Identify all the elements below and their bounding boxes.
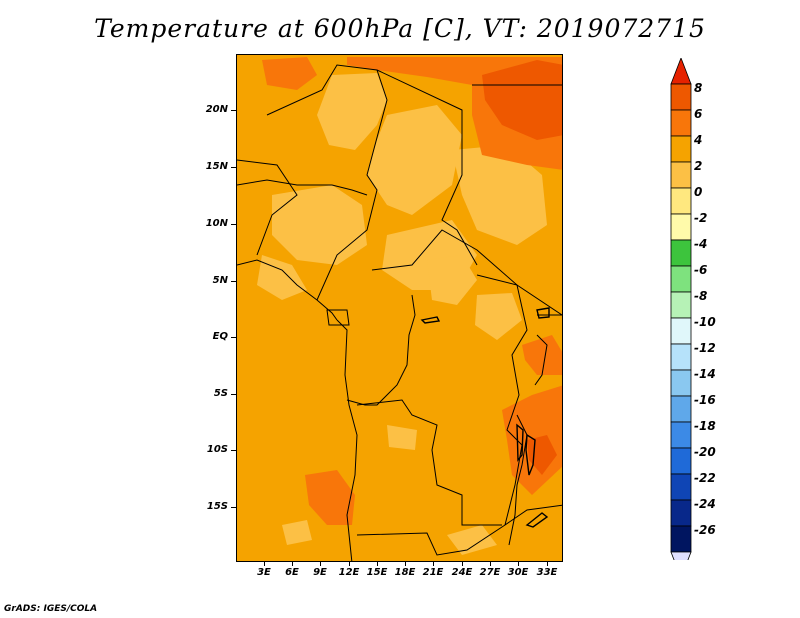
latitude-label: 5S	[213, 388, 228, 399]
colorbar-label: 0	[694, 185, 703, 199]
latitude-label: 15S	[206, 501, 228, 512]
longitude-tick	[405, 562, 406, 566]
colorbar-label: -20	[694, 445, 716, 459]
longitude-tick	[349, 562, 350, 566]
latitude-tick	[231, 337, 236, 338]
colorbar-label: -10	[694, 315, 716, 329]
colorbar-top-arrow	[670, 58, 692, 85]
colorbar-segment	[670, 213, 692, 241]
warm-light-regions	[257, 73, 547, 555]
longitude-label: 21E	[422, 567, 444, 578]
longitude-tick	[490, 562, 491, 566]
latitude-tick	[231, 281, 236, 282]
latitude-label: 10N	[205, 218, 228, 229]
colorbar-segment	[670, 369, 692, 397]
colorbar-label: -16	[694, 393, 716, 407]
colorbar-label: -2	[694, 211, 708, 225]
latitude-tick	[231, 394, 236, 395]
latitude-label: 15N	[205, 161, 228, 172]
longitude-label: 18E	[394, 567, 416, 578]
colorbar-segment	[670, 239, 692, 267]
latitude-tick	[231, 224, 236, 225]
footer-credit: GrADS: IGES/COLA	[4, 604, 98, 614]
longitude-tick	[264, 562, 265, 566]
colorbar-segment	[670, 265, 692, 293]
colorbar-segment	[670, 421, 692, 449]
colorbar	[670, 58, 692, 560]
longitude-label: 24E	[451, 567, 473, 578]
colorbar-label: 6	[694, 107, 703, 121]
longitude-label: 15E	[366, 567, 388, 578]
country-borders	[237, 64, 562, 561]
colorbar-segment	[670, 83, 692, 111]
chart-title: Temperature at 600hPa [C], VT: 201907271…	[94, 14, 706, 43]
latitude-tick	[231, 167, 236, 168]
longitude-label: 33E	[536, 567, 558, 578]
longitude-tick	[462, 562, 463, 566]
colorbar-label: -4	[694, 237, 708, 251]
colorbar-segment	[670, 473, 692, 501]
longitude-tick	[433, 562, 434, 566]
colorbar-label: -18	[694, 419, 716, 433]
longitude-label: 27E	[479, 567, 501, 578]
colorbar-label: -24	[694, 497, 716, 511]
longitude-label: 9E	[313, 567, 327, 578]
latitude-label: 20N	[205, 104, 228, 115]
latitude-label: EQ	[212, 331, 228, 342]
colorbar-label: 4	[694, 133, 703, 147]
colorbar-segment	[670, 135, 692, 163]
colorbar-label: -6	[694, 263, 708, 277]
latitude-tick	[231, 507, 236, 508]
latitude-label: 10S	[206, 444, 228, 455]
colorbar-bottom-arrow	[670, 551, 692, 560]
colorbar-segment	[670, 291, 692, 319]
colorbar-label: -12	[694, 341, 716, 355]
longitude-label: 30E	[507, 567, 529, 578]
colorbar-label: -8	[694, 289, 708, 303]
temperature-map	[236, 54, 563, 562]
colorbar-segment	[670, 317, 692, 345]
map-canvas	[237, 55, 562, 561]
longitude-tick	[292, 562, 293, 566]
latitude-tick	[231, 110, 236, 111]
colorbar-label: -22	[694, 471, 716, 485]
colorbar-segment	[670, 447, 692, 475]
latitude-tick	[231, 450, 236, 451]
colorbar-segment	[670, 161, 692, 189]
longitude-label: 6E	[285, 567, 299, 578]
colorbar-label: 8	[694, 81, 703, 95]
longitude-label: 12E	[338, 567, 360, 578]
longitude-tick	[377, 562, 378, 566]
colorbar-segment	[670, 343, 692, 371]
longitude-tick	[518, 562, 519, 566]
colorbar-segment	[670, 499, 692, 527]
colorbar-label: -14	[694, 367, 716, 381]
longitude-tick	[320, 562, 321, 566]
colorbar-segment	[670, 109, 692, 137]
colorbar-segment	[670, 525, 692, 553]
colorbar-segment	[670, 187, 692, 215]
latitude-label: 5N	[212, 275, 228, 286]
colorbar-segment	[670, 395, 692, 423]
lakes	[420, 307, 550, 528]
colorbar-label: 2	[694, 159, 703, 173]
longitude-tick	[547, 562, 548, 566]
longitude-label: 3E	[257, 567, 271, 578]
colorbar-label: -26	[694, 523, 716, 537]
